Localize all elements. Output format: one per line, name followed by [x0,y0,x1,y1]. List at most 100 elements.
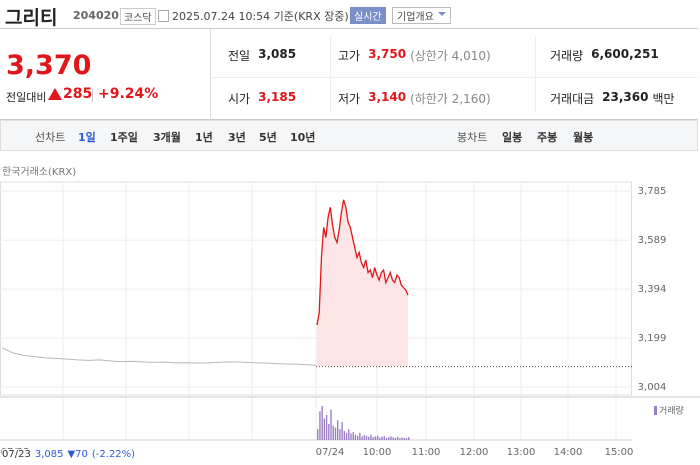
volume-bar [381,436,383,440]
volume-bar [328,423,330,440]
y-tick-label: 3,394 [638,284,667,295]
stat-label: 고가 [338,49,361,63]
volume-bar [405,438,408,440]
volume-bar [325,414,328,440]
stat-note: (상한가 4,010) [410,49,491,63]
volume-bar [348,429,350,440]
candle-tab[interactable]: 주봉 [537,131,558,144]
change-percent: +9.24% [98,86,159,102]
volume-bar [339,429,341,440]
volume-bar [363,434,366,440]
x-tick-label: 07/24 [316,447,345,458]
volume-bar [379,437,381,440]
company-info-label: 기업개요 [397,12,434,23]
stat-value: 6,600,251 [591,47,659,61]
stat-value: 3,750 [368,47,407,61]
stock-code: 204020 [73,9,119,22]
footer-change: ▼70 [67,449,88,460]
market-badge: 코스닥 [120,8,156,25]
volume-bar [396,436,399,440]
company-info-button[interactable]: 기업개요 [392,7,451,24]
volume-bar [359,432,361,440]
candle-tab[interactable]: 월봉 [573,131,594,144]
volume-bar [341,422,343,440]
period-tab[interactable]: 1일 [78,131,96,144]
volume-bar [376,435,379,440]
volume-bar [390,436,392,440]
divider [211,77,698,78]
period-tab[interactable]: 3개월 [153,131,181,144]
period-tab[interactable]: 5년 [259,131,277,144]
x-tick-label: 13:00 [507,447,536,458]
period-tab[interactable]: 3년 [228,131,246,144]
volume-bar [385,437,388,440]
y-tick-label: 3,785 [638,186,667,197]
period-tab[interactable]: 10년 [290,131,316,144]
volume-bar [352,432,354,440]
candle-tab[interactable]: 일봉 [502,131,523,144]
price-area [317,199,408,367]
footer-date: 07/23 [2,449,31,460]
stat-value: 23,360 [602,90,649,104]
price-line [1,347,317,366]
divider [535,36,536,112]
change-label: 전일대비 [6,91,47,104]
volume-bar [343,431,346,440]
x-tick-label: 10:00 [363,447,392,458]
volume-bar [401,437,403,440]
volume-bar [354,434,357,440]
x-tick-label: 15:00 [605,447,634,458]
divider [92,89,93,102]
quote-box [0,28,698,120]
x-tick-label: 12:00 [460,447,489,458]
realtime-button[interactable]: 실시간 [350,7,386,24]
volume-bar [388,437,390,440]
stat-label: 거래량 [550,49,584,63]
volume-bar [372,437,374,440]
y-tick-label: 3,199 [638,333,667,344]
volume-bar [334,427,337,440]
up-triangle [48,88,62,100]
volume-bar [408,437,410,440]
data-source: 한국거래소(KRX) [2,167,77,178]
stat-label: 시가 [228,92,251,106]
stat-label: 거래대금 [550,92,595,106]
volume-bar [399,438,401,440]
tab-bar [0,120,698,151]
volume-bar [356,435,359,440]
stat-label: 전일 [228,49,251,63]
stat-value: 3,085 [258,47,297,61]
volume-bar [332,425,334,440]
volume-bar [319,411,321,440]
volume-bar [317,429,319,440]
stat-note: 백만 [652,92,675,106]
stock-name: 그리티 [5,7,58,29]
volume-bar [345,432,348,440]
y-tick-label: 3,004 [638,382,667,393]
x-tick-label: 14:00 [554,447,583,458]
x-tick-label: 11:00 [412,447,441,458]
footer-change-pct: (-2.22%) [91,449,136,460]
volume-bar [321,406,323,440]
volume-bar [365,435,368,440]
divider [330,36,331,112]
current-price: 3,370 [6,50,92,81]
volume-bar [323,418,326,440]
volume-legend: 거래량 [659,405,684,417]
y-tick-label: 3,589 [638,235,667,246]
volume-bar [336,420,339,440]
volume-bar [370,434,372,440]
dropdown-arrow [437,12,446,20]
period-tab[interactable]: 1년 [195,131,213,144]
divider [210,29,211,118]
tab-group-label: 봉차트 [457,131,488,144]
price-line [316,199,409,326]
tab-group-label: 선차트 [35,131,66,144]
volume-bar [368,436,370,440]
volume-legend-swatch [654,406,657,415]
volume-bar [403,437,405,440]
period-tab[interactable]: 1주일 [110,131,138,144]
volume-bar [361,436,363,440]
